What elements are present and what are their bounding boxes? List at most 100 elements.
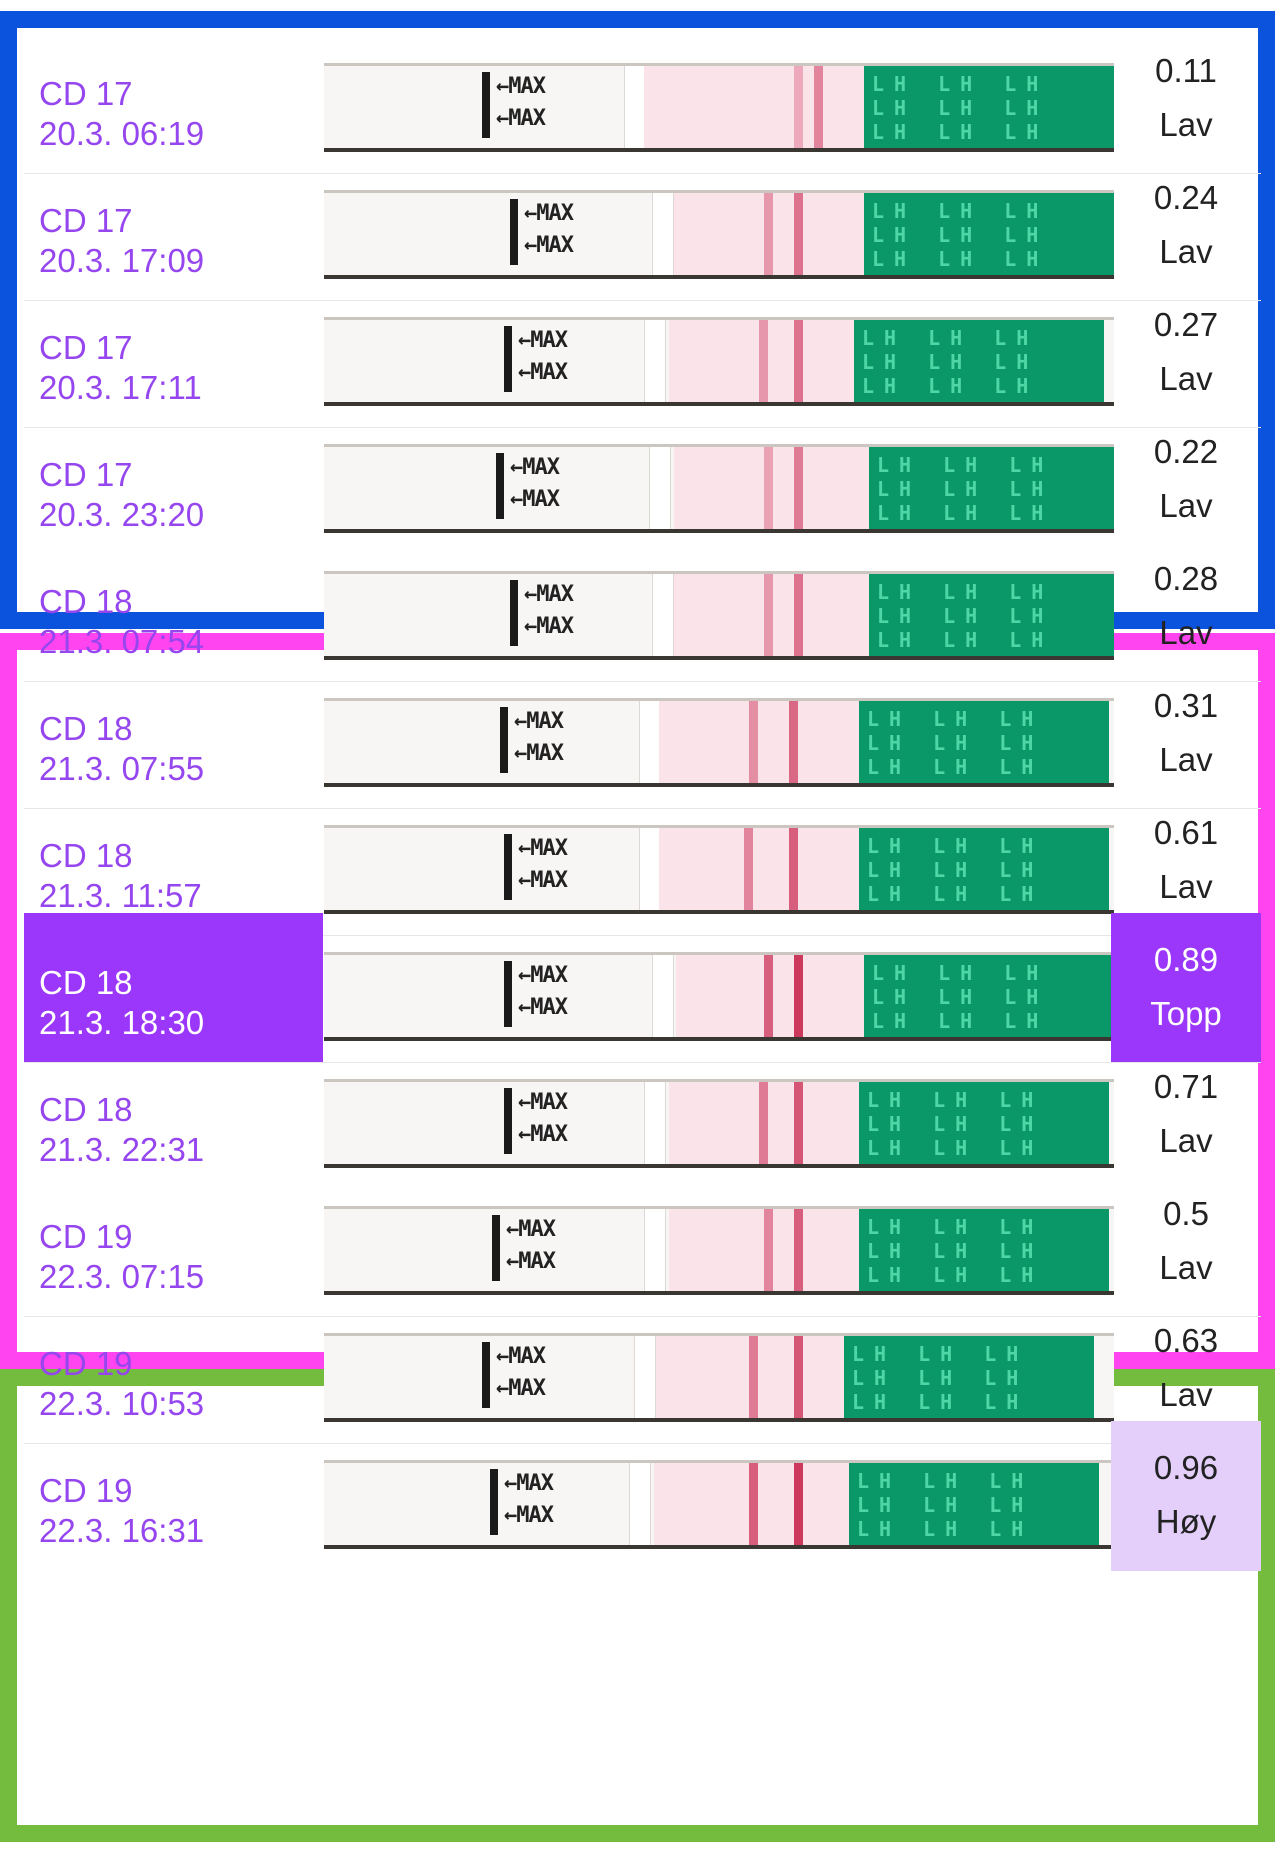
dip-line-mark — [504, 326, 512, 392]
test-datetime: 20.3. 23:20 — [39, 496, 205, 533]
control-line — [794, 1082, 803, 1164]
test-row[interactable]: CD 18 21.3. 18:30 ←MAX ←MAX LH LH LH LH LH L… — [24, 913, 1261, 1063]
max-arrow-label: ←MAX — [496, 106, 546, 131]
lh-ratio-value: 0.61 — [1153, 814, 1219, 851]
test-datetime: 22.3. 07:15 — [39, 1258, 205, 1295]
lh-level: Lav — [1159, 360, 1213, 397]
test-result: 0.28 Lav — [1111, 532, 1261, 682]
max-arrow-label: ←MAX — [518, 995, 568, 1020]
max-arrow-label: ←MAX — [506, 1249, 556, 1274]
max-arrow-label: ←MAX — [524, 201, 574, 226]
test-row[interactable]: CD 18 21.3. 07:54 ←MAX ←MAX LH LH LH LH LH L… — [24, 532, 1261, 682]
test-result: 0.24 Lav — [1111, 151, 1261, 301]
lh-level: Lav — [1159, 487, 1213, 524]
control-line — [794, 193, 803, 275]
result-window — [659, 828, 859, 910]
lh-handle: LH LH LH LH LH LH LH LH LH LH LH LH LH L… — [864, 66, 1114, 148]
control-line — [789, 828, 798, 910]
test-line — [764, 955, 773, 1037]
max-arrow-label: ←MAX — [518, 1122, 568, 1147]
test-row[interactable]: CD 18 21.3. 22:31 ←MAX ←MAX LH LH LH LH LH L… — [24, 1040, 1261, 1190]
lh-test-strip: ←MAX ←MAX LH LH LH LH LH LH LH LH LH LH LH… — [324, 574, 1114, 656]
lh-level: Lav — [1159, 741, 1213, 778]
result-window — [659, 701, 859, 783]
test-datetime: 21.3. 22:31 — [39, 1131, 205, 1168]
lh-handle: LH LH LH LH LH LH LH LH LH LH LH LH LH L… — [859, 828, 1109, 910]
result-window — [674, 447, 869, 529]
test-datetime: 22.3. 16:31 — [39, 1512, 205, 1549]
lh-ratio-value: 0.31 — [1153, 687, 1219, 724]
test-result: 0.89 Topp — [1111, 913, 1261, 1063]
control-line — [794, 955, 803, 1037]
max-arrow-label: ←MAX — [518, 1090, 568, 1115]
test-line — [749, 1336, 758, 1418]
strip-divider — [652, 955, 674, 1037]
lh-ratio-value: 0.89 — [1153, 941, 1219, 978]
test-label: CD 18 21.3. 07:55 — [24, 659, 323, 809]
lh-test-strip: ←MAX ←MAX LH LH LH LH LH LH LH LH LH LH LH… — [324, 193, 1114, 275]
dip-line-mark — [482, 72, 490, 138]
lh-level: Lav — [1159, 614, 1213, 651]
lh-test-strip: ←MAX ←MAX LH LH LH LH LH LH LH LH LH LH LH… — [324, 701, 1114, 783]
test-strip-photo: ←MAX ←MAX LH LH LH LH LH LH LH LH LH LH LH… — [324, 312, 1114, 408]
dip-line-mark — [510, 199, 518, 265]
control-line — [814, 66, 823, 148]
test-datetime: 20.3. 17:11 — [39, 369, 202, 406]
lh-handle: LH LH LH LH LH LH LH LH LH LH LH LH LH L… — [864, 955, 1114, 1037]
cycle-day: CD 18 — [39, 964, 133, 1001]
dip-line-mark — [504, 961, 512, 1027]
test-row[interactable]: CD 19 22.3. 10:53 ←MAX ←MAX LH LH LH LH LH L… — [24, 1294, 1261, 1444]
control-line — [794, 1336, 803, 1418]
cycle-day: CD 18 — [39, 710, 133, 747]
result-window — [674, 193, 864, 275]
result-window — [674, 574, 869, 656]
lh-handle: LH LH LH LH LH LH LH LH LH LH LH LH LH L… — [844, 1336, 1094, 1418]
lh-level: Lav — [1159, 868, 1213, 905]
test-strip-photo: ←MAX ←MAX LH LH LH LH LH LH LH LH LH LH LH… — [324, 58, 1114, 154]
test-row[interactable]: CD 19 22.3. 16:31 ←MAX ←MAX LH LH LH LH LH L… — [24, 1421, 1261, 1571]
strip-divider — [639, 701, 661, 783]
test-datetime: 21.3. 07:54 — [39, 623, 205, 660]
max-arrow-label: ←MAX — [518, 328, 568, 353]
max-arrow-label: ←MAX — [506, 1217, 556, 1242]
max-arrow-label: ←MAX — [518, 360, 568, 385]
lh-level: Topp — [1150, 995, 1222, 1032]
test-row[interactable]: CD 18 21.3. 11:57 ←MAX ←MAX LH LH LH LH LH L… — [24, 786, 1261, 936]
lh-ratio-value: 0.96 — [1153, 1449, 1219, 1486]
test-strip-photo: ←MAX ←MAX LH LH LH LH LH LH LH LH LH LH LH… — [324, 820, 1114, 916]
test-datetime: 21.3. 11:57 — [39, 877, 202, 914]
test-row[interactable]: CD 17 20.3. 17:11 ←MAX ←MAX LH LH LH LH LH L… — [24, 278, 1261, 428]
test-row[interactable]: CD 19 22.3. 07:15 ←MAX ←MAX LH LH LH LH LH L… — [24, 1167, 1261, 1317]
test-strip-photo: ←MAX ←MAX LH LH LH LH LH LH LH LH LH LH LH… — [324, 566, 1114, 662]
test-row[interactable]: CD 17 20.3. 17:09 ←MAX ←MAX LH LH LH LH LH L… — [24, 151, 1261, 301]
test-label: CD 18 21.3. 18:30 — [24, 913, 323, 1063]
lh-ratio-value: 0.27 — [1153, 306, 1219, 343]
test-datetime: 20.3. 17:09 — [39, 242, 205, 279]
lh-test-strip: ←MAX ←MAX LH LH LH LH LH LH LH LH LH LH LH… — [324, 1463, 1114, 1545]
lh-level: Høy — [1155, 1503, 1217, 1540]
lh-test-strip: ←MAX ←MAX LH LH LH LH LH LH LH LH LH LH LH… — [324, 955, 1114, 1037]
test-row[interactable]: CD 18 21.3. 07:55 ←MAX ←MAX LH LH LH LH LH L… — [24, 659, 1261, 809]
test-label: CD 19 22.3. 16:31 — [24, 1421, 323, 1571]
lh-handle: LH LH LH LH LH LH LH LH LH LH LH LH LH L… — [859, 701, 1109, 783]
strip-divider — [649, 447, 671, 529]
lh-test-strip: ←MAX ←MAX LH LH LH LH LH LH LH LH LH LH LH… — [324, 447, 1114, 529]
lh-test-strip: ←MAX ←MAX LH LH LH LH LH LH LH LH LH LH LH… — [324, 1336, 1114, 1418]
test-row[interactable]: CD 17 20.3. 23:20 ←MAX ←MAX LH LH LH LH LH L… — [24, 405, 1261, 555]
test-strip-photo: ←MAX ←MAX LH LH LH LH LH LH LH LH LH LH LH… — [324, 693, 1114, 789]
strip-divider — [634, 1336, 656, 1418]
dip-line-mark — [490, 1469, 498, 1535]
test-line — [764, 1209, 773, 1291]
control-line — [789, 701, 798, 783]
lh-level: Lav — [1159, 233, 1213, 270]
max-arrow-label: ←MAX — [510, 487, 560, 512]
test-label: CD 19 22.3. 10:53 — [24, 1294, 323, 1444]
max-arrow-label: ←MAX — [514, 741, 564, 766]
lh-ratio-value: 0.63 — [1153, 1322, 1219, 1359]
test-row[interactable]: CD 17 20.3. 06:19 ←MAX ←MAX LH LH LH LH LH L… — [24, 24, 1261, 174]
dip-line-mark — [482, 1342, 490, 1408]
dip-line-mark — [504, 834, 512, 900]
dip-line-mark — [500, 707, 508, 773]
test-strip-photo: ←MAX ←MAX LH LH LH LH LH LH LH LH LH LH LH… — [324, 439, 1114, 535]
result-window — [644, 66, 864, 148]
